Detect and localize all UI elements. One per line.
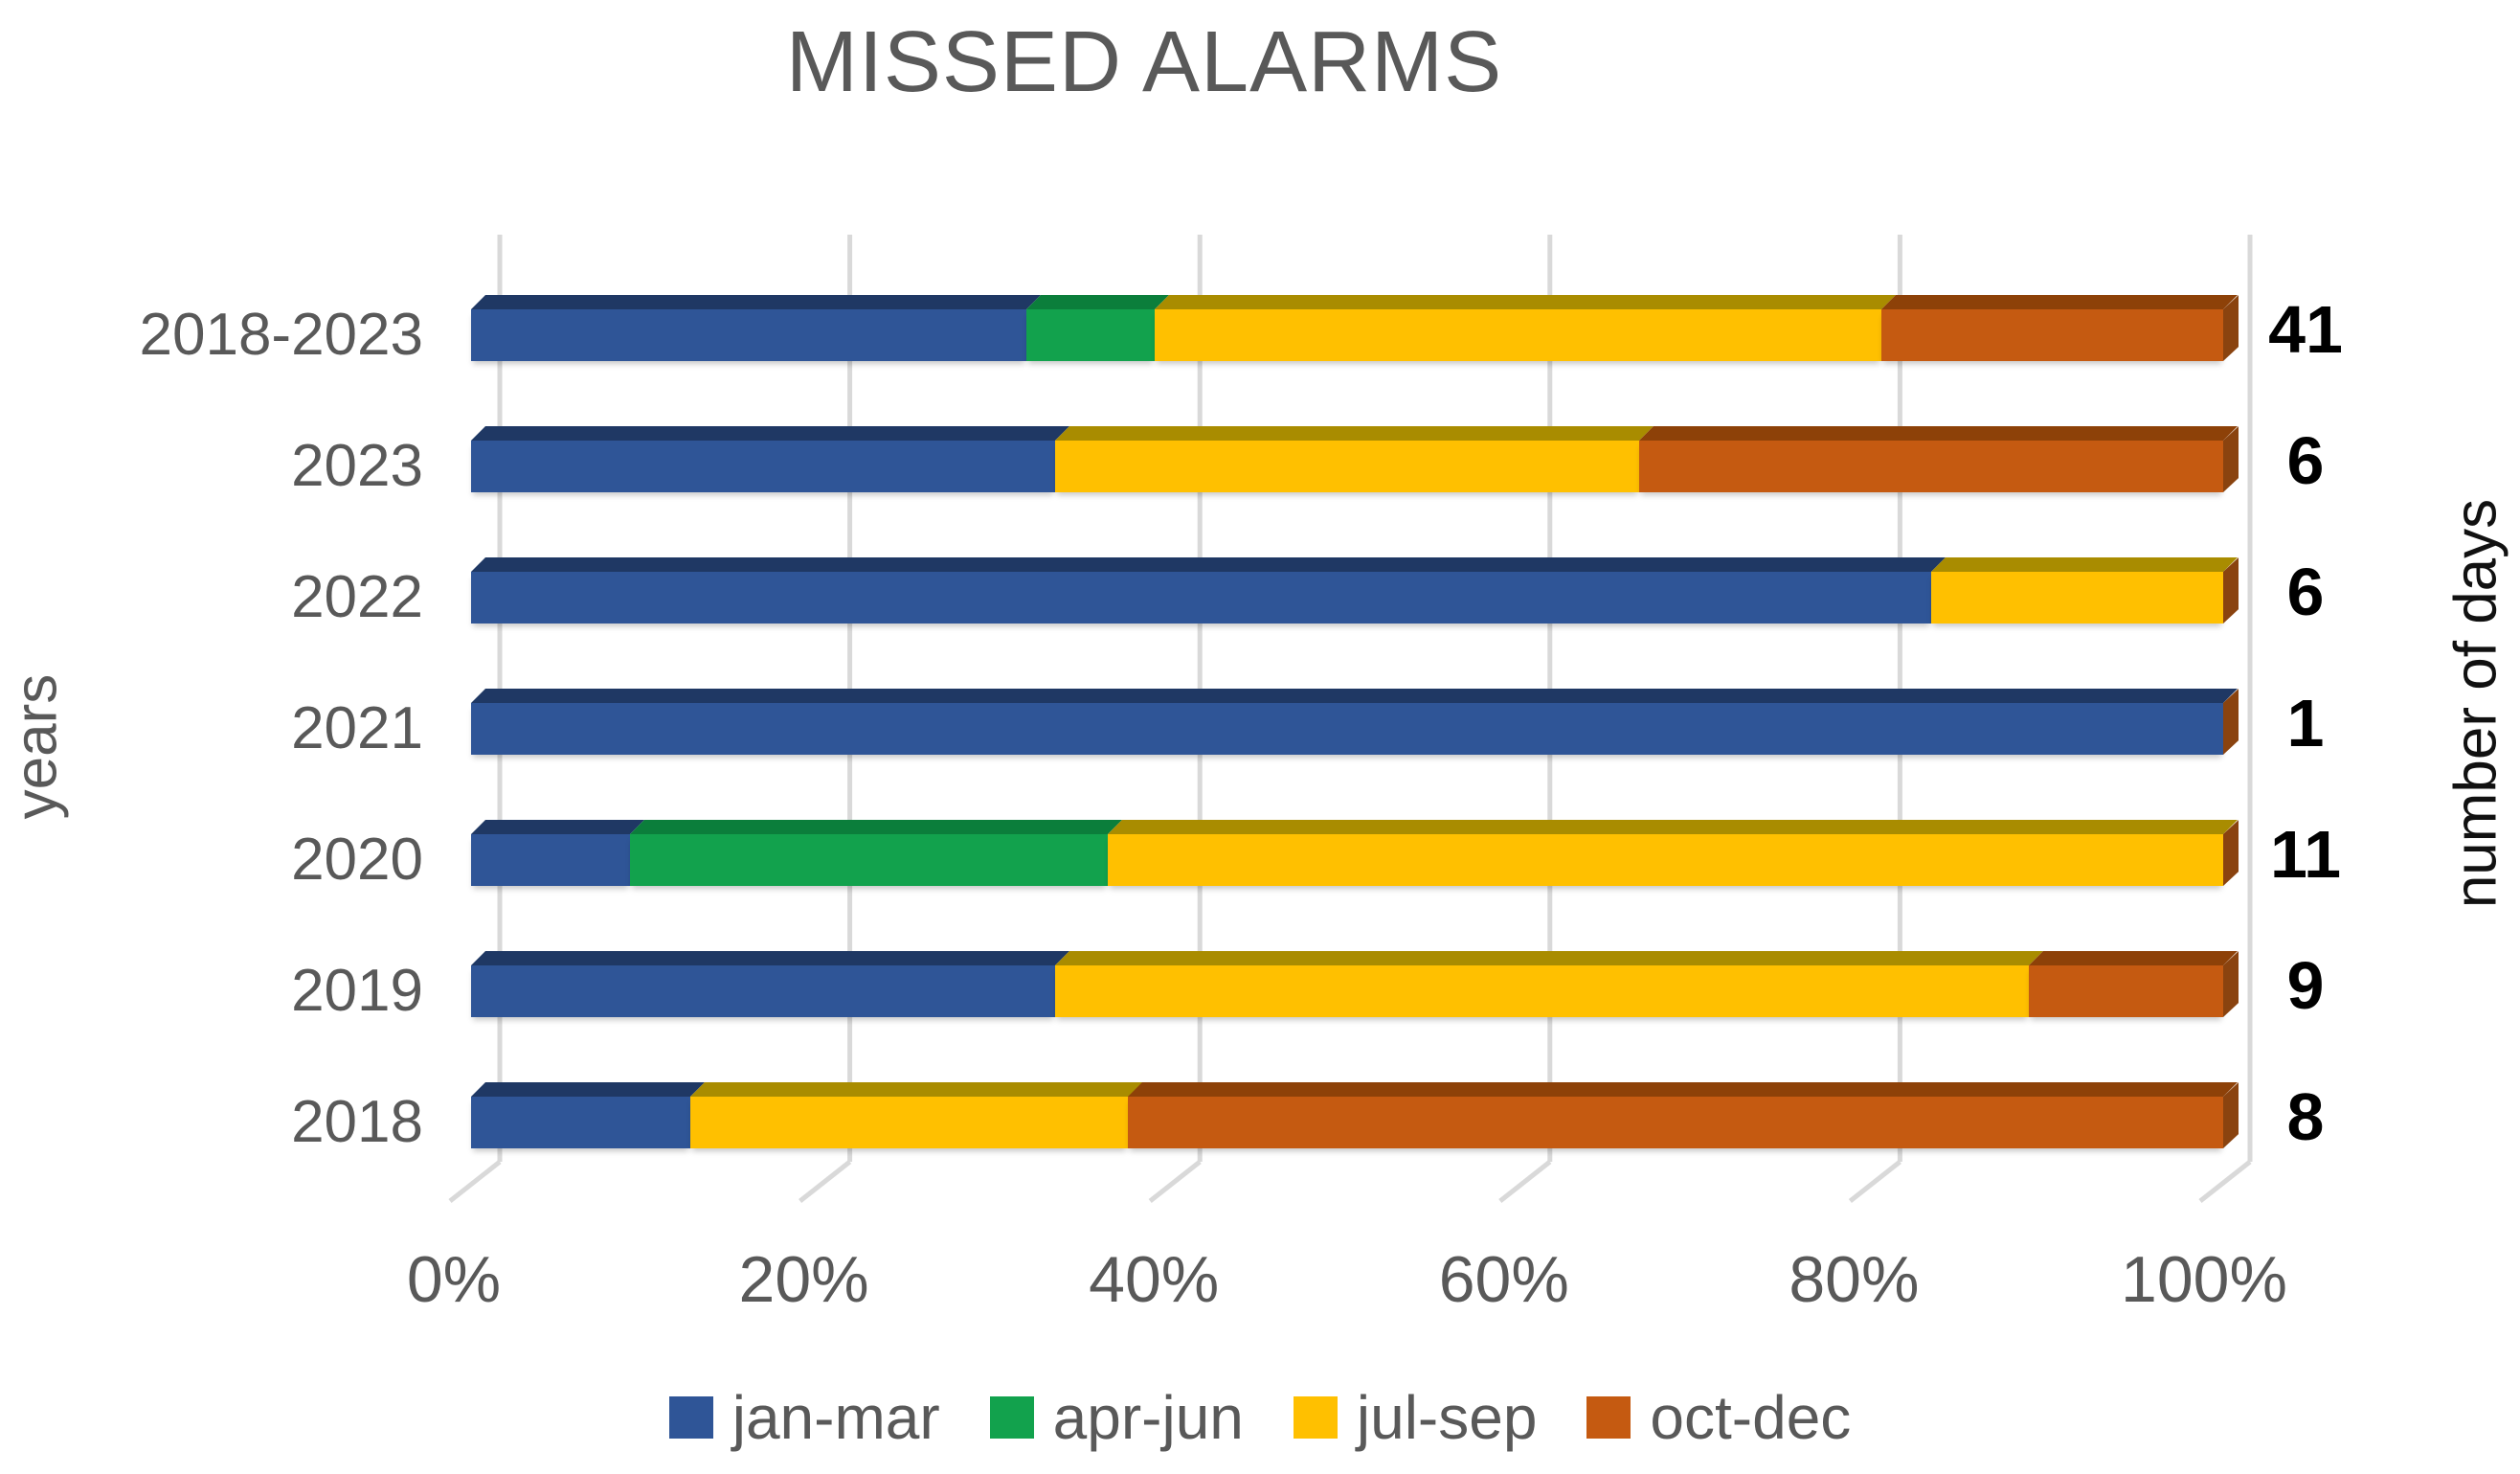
chart-title: MISSED ALARMS [785,14,1503,110]
total-label: 11 [2270,817,2341,892]
x-tick-label: 0% [406,1243,502,1316]
bar-segment-top-apr-jun [1026,295,1170,309]
axis-tick-line [1148,1160,1202,1203]
bar-segment-jul-sep [1931,572,2223,624]
year-label: 2021 [291,695,423,761]
total-label: 8 [2286,1079,2325,1154]
total-label: 6 [2286,555,2325,629]
axis-tick-line [1848,1160,1901,1203]
bar-segment-top-jan-mar [471,951,1069,965]
bar-segment-jan-mar [471,834,631,886]
bar-segment-top-jul-sep [1055,951,2043,965]
bar-segment-oct-dec [1639,441,2223,492]
bar-segment-top-jan-mar [471,1082,705,1097]
bar-segment-top-oct-dec [1639,426,2238,441]
legend: jan-mar apr-jun jul-sep oct-dec [287,1379,2233,1456]
year-label: 2018 [291,1089,423,1155]
legend-item-oct-dec: oct-dec [1586,1387,1851,1448]
bar-segment-jul-sep [1055,441,1639,492]
bar-segment-jan-mar [471,309,1027,361]
year-label: 2020 [291,827,423,893]
bar-segment-jul-sep [689,1097,1129,1148]
bar-segment-oct-dec [1128,1097,2223,1148]
bar-segment-jan-mar [471,965,1055,1017]
x-tick-label: 40% [1089,1243,1220,1316]
x-tick-label: 80% [1789,1243,1920,1316]
legend-item-apr-jun: apr-jun [989,1383,1244,1452]
year-label: 2018-2023 [139,302,424,368]
bar-segment-jan-mar [471,1097,690,1148]
bar-segment-top-jan-mar [471,820,645,834]
legend-label: oct-dec [1650,1383,1852,1452]
bar-segment-top-jan-mar [471,426,1069,441]
total-label: 41 [2268,292,2343,367]
bar-segment-jul-sep [1055,965,2029,1017]
axis-tick-line [2198,1160,2252,1203]
legend-label: jul-sep [1356,1383,1538,1452]
x-tick-label: 60% [1438,1243,1569,1316]
total-label: 1 [2286,686,2325,760]
bar-segment-top-jul-sep [1155,295,1896,309]
bar-segment-top-jan-mar [471,557,1946,572]
legend-item-jan-mar: jan-mar [668,1383,940,1452]
bar-segment-top-jan-mar [471,295,1042,309]
bar-segment-oct-dec [1880,309,2223,361]
legend-swatch-icon [1293,1396,1338,1439]
legend-label: apr-jun [1052,1383,1244,1452]
y-axis-title: years [3,673,70,820]
right-axis-title: number of days [2442,498,2509,909]
bar-segment-jul-sep [1108,834,2223,886]
bar-segment-jul-sep [1155,309,1881,361]
legend-item-jul-sep: jul-sep [1293,1383,1538,1452]
x-tick-label: 20% [738,1243,869,1316]
legend-label: jan-mar [731,1383,940,1452]
year-label: 2023 [291,433,423,499]
bar-segment-jan-mar [471,703,2223,755]
bar-segment-jan-mar [471,572,1931,624]
bar-segment-top-oct-dec [1880,295,2238,309]
bar-segment-top-jan-mar [471,689,2238,703]
bar-segment-apr-jun [1026,309,1156,361]
axis-tick-line [799,1160,852,1203]
year-label: 2019 [291,958,423,1024]
legend-swatch-icon [1586,1396,1631,1439]
bar-segment-oct-dec [2028,965,2223,1017]
bar-segment-top-jul-sep [689,1082,1143,1097]
year-label: 2022 [291,564,423,630]
axis-tick-line [448,1160,502,1203]
legend-swatch-icon [989,1396,1034,1439]
bar-segment-apr-jun [630,834,1109,886]
bar-segment-top-apr-jun [630,820,1123,834]
legend-swatch-icon [668,1396,713,1439]
x-tick-label: 100% [2121,1243,2287,1316]
axis-tick-line [1498,1160,1552,1203]
bar-segment-jan-mar [471,441,1055,492]
total-label: 9 [2286,948,2325,1023]
total-label: 6 [2286,423,2325,498]
bar-segment-top-jul-sep [1055,426,1654,441]
bar-segment-top-oct-dec [1128,1082,2238,1097]
bar-segment-top-jul-sep [1108,820,2238,834]
